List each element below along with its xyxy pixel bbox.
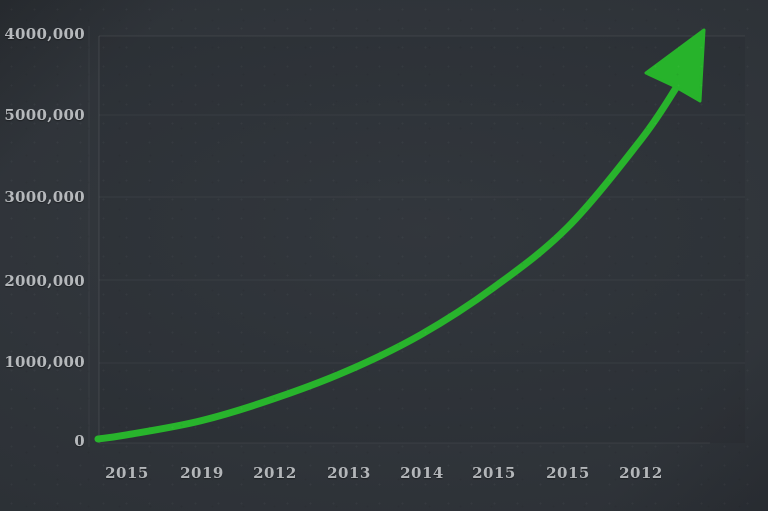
x-axis-tick-label: 2015: [546, 464, 590, 482]
up-arrow-icon: [644, 28, 706, 103]
growth-curve: [94, 84, 680, 443]
y-axis-tick-label: 0: [74, 432, 85, 450]
gridlines: [99, 35, 745, 364]
axes: [88, 26, 710, 447]
x-axis-tick-label: 2015: [105, 464, 149, 482]
x-axis-tick-label: 2012: [253, 464, 297, 482]
x-axis-tick-label: 2019: [180, 464, 224, 482]
x-axis-tick-label: 2015: [472, 464, 516, 482]
x-axis-tick-label: 2014: [400, 464, 444, 482]
x-axis-tick-label: 2013: [327, 464, 371, 482]
plot-area: [99, 36, 745, 443]
y-axis-tick-label: 2000,000: [4, 272, 85, 290]
y-axis-tick-label: 1000,000: [4, 353, 85, 371]
y-axis-tick-label: 5000,000: [4, 106, 85, 124]
y-axis-tick-label: 4000,000: [4, 25, 85, 43]
y-axis-tick-label: 3000,000: [4, 188, 85, 206]
x-axis-tick-label: 2012: [619, 464, 663, 482]
